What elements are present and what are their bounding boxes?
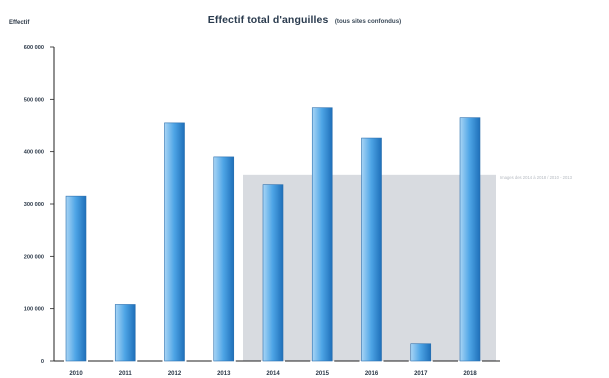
x-tick-label: 2018: [463, 371, 477, 377]
axis-layer: [50, 46, 500, 362]
bar-2010: [65, 195, 87, 362]
x-tick-label: 2012: [168, 371, 182, 377]
x-tick-label: 2015: [316, 371, 330, 377]
x-tick-label: 2014: [266, 371, 280, 377]
y-tick-label: 500 000: [24, 97, 44, 103]
bar-2013: [213, 156, 235, 362]
y-tick-label: 0: [41, 359, 44, 365]
y-tick-label: 100 000: [24, 307, 44, 313]
bar-2016: [361, 137, 382, 362]
highlight-band-label: Images des 2014 à 2018 / 2010 - 2013: [500, 175, 573, 180]
chart-title-block: Effectif total d'anguilles (tous sites c…: [0, 10, 609, 28]
x-tick-label: 2017: [414, 371, 428, 377]
x-tick-label: 2013: [217, 371, 231, 377]
highlight-band-layer: Images des 2014 à 2018 / 2010 - 2013: [243, 174, 573, 361]
y-tick-label: 400 000: [24, 150, 44, 156]
x-tick-label: 2011: [119, 371, 133, 377]
chart-subtitle: (tous sites confondus): [334, 18, 402, 25]
bar-2011: [114, 304, 136, 362]
y-tick-label: 200 000: [24, 254, 44, 260]
bar-2017: [410, 343, 432, 362]
label-layer: 0 100 000 200 000 300 000 400 000 500 000 600 …: [24, 45, 478, 377]
bar-2015: [311, 107, 333, 362]
y-axis-label: Effectif: [9, 20, 30, 26]
bar-layer: [65, 107, 481, 362]
x-tick-label: 2016: [365, 371, 379, 377]
chart-title: Effectif total d'anguilles: [207, 14, 329, 26]
y-tick-label: 600 000: [24, 45, 44, 51]
y-tick-label: 300 000: [24, 202, 44, 208]
bar-2014: [262, 184, 284, 362]
bar-2018: [459, 117, 481, 362]
x-tick-label: 2010: [69, 371, 83, 377]
bar-2012: [164, 122, 185, 362]
